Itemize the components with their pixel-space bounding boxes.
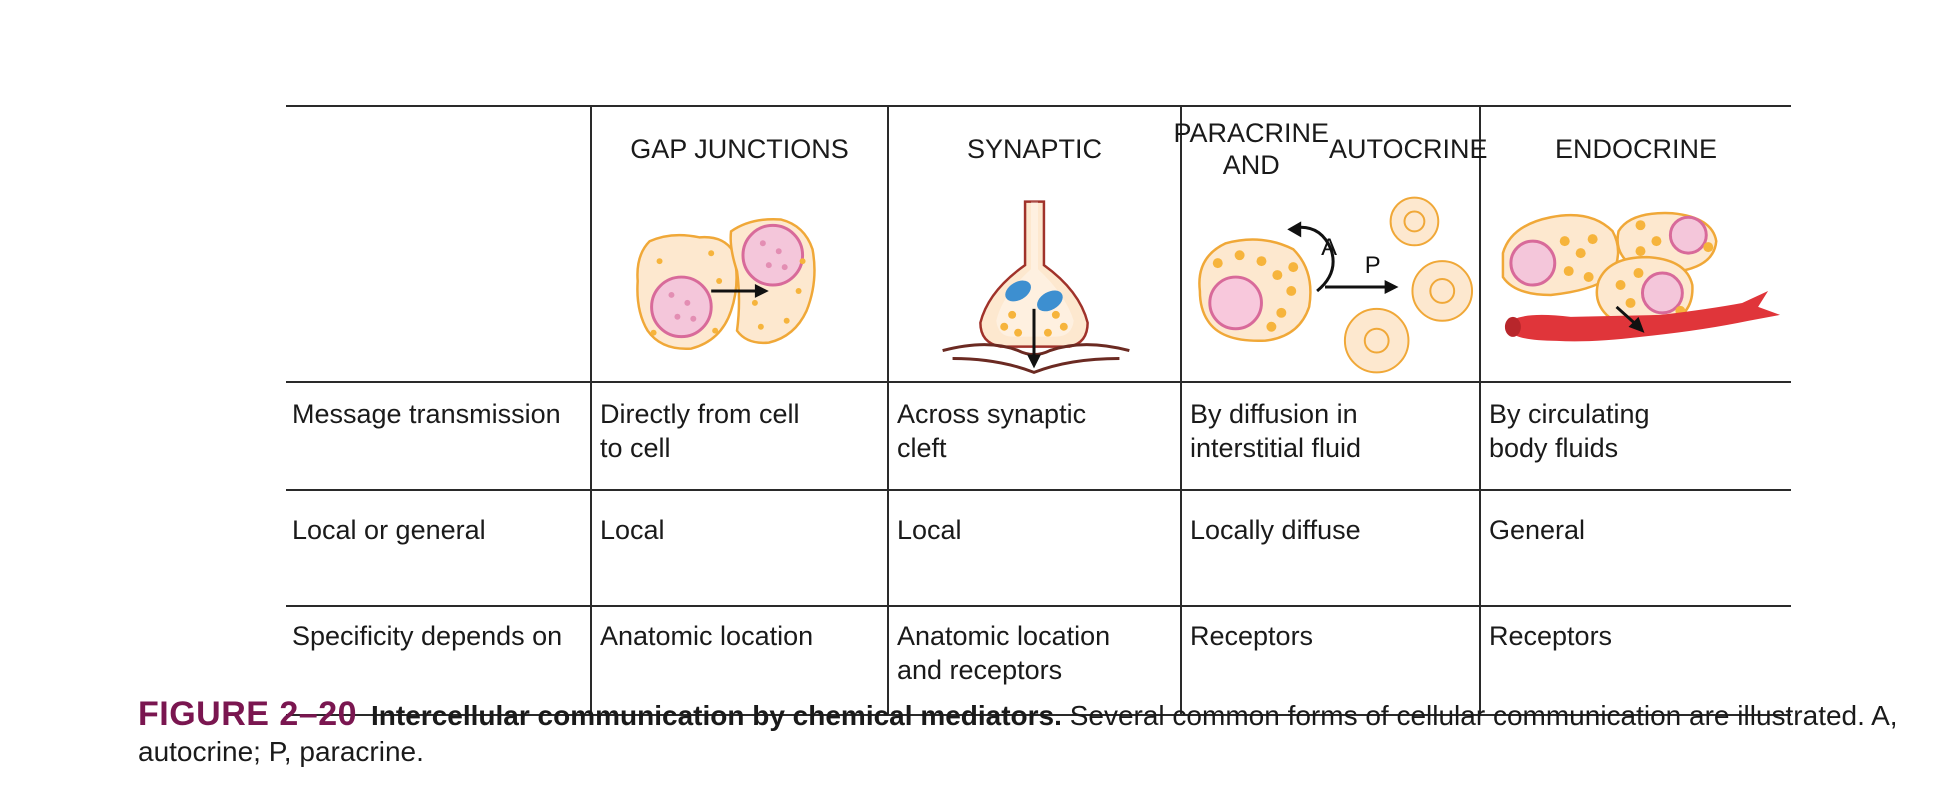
figure-label: FIGURE 2–20 — [138, 695, 358, 733]
communication-table: GAP JUNCTIONS SYNAPT — [286, 105, 1791, 716]
table-cell: General — [1479, 489, 1791, 607]
col-gap-junctions: GAP JUNCTIONS — [590, 105, 889, 383]
column-header: PARACRINE AND AUTOCRINE — [1173, 107, 1487, 191]
synaptic-illustration — [942, 200, 1130, 375]
table-cell: Local — [887, 489, 1182, 607]
endocrine-illustration — [1501, 211, 1781, 342]
column-header-line: PARACRINE AND — [1173, 118, 1329, 180]
col-endocrine: ENDOCRINE — [1479, 105, 1791, 383]
paracrine-autocrine-illustration: A P — [1198, 196, 1474, 374]
row-label: Message transmission — [286, 381, 592, 491]
paracrine-label: P — [1365, 252, 1381, 279]
row-label: Local or general — [286, 489, 592, 607]
figure-title: Intercellular communication by chemical … — [371, 700, 1062, 731]
column-header-line: ENDOCRINE — [1554, 134, 1717, 164]
column-header: SYNAPTIC — [889, 107, 1180, 191]
table-cell: Receptors — [1180, 605, 1481, 716]
table-cell: Anatomic location — [590, 605, 889, 716]
table-cell: Receptors — [1479, 605, 1791, 716]
column-header-line: AUTOCRINE — [1329, 134, 1488, 164]
corner-cell — [286, 105, 592, 383]
table-cell: Locally diffuse — [1180, 489, 1481, 607]
column-header-line: SYNAPTIC — [966, 134, 1103, 164]
table-cell: By circulating body fluids — [1479, 381, 1791, 491]
table-cell: Across synaptic cleft — [887, 381, 1182, 491]
column-header-line: GAP JUNCTIONS — [630, 134, 849, 164]
col-synaptic: SYNAPTIC — [887, 105, 1182, 383]
column-header: ENDOCRINE — [1481, 107, 1791, 191]
col-paracrine-autocrine: PARACRINE AND AUTOCRINE A — [1173, 105, 1488, 383]
table-row: Specificity depends on Anatomic location… — [286, 605, 1791, 716]
table-row: Local or general Local Local Locally dif… — [286, 489, 1791, 607]
table-cell: By diffusion in interstitial fluid — [1180, 381, 1481, 491]
table-cell: Local — [590, 489, 889, 607]
autocrine-label: A — [1321, 234, 1337, 261]
table-cell: Directly from cell to cell — [590, 381, 889, 491]
gap-junction-illustration — [636, 217, 816, 350]
row-label: Specificity depends on — [286, 605, 592, 716]
table-cell: Anatomic location and receptors — [887, 605, 1182, 716]
figure-caption: FIGURE 2–20 Intercellular communication b… — [138, 696, 1938, 770]
figure-caption-text: Several common forms of cellular communi… — [138, 700, 1898, 767]
table-row: Message transmission Directly from cell t… — [286, 381, 1791, 491]
header-row: GAP JUNCTIONS SYNAPT — [286, 105, 1791, 383]
column-header: GAP JUNCTIONS — [592, 107, 887, 191]
